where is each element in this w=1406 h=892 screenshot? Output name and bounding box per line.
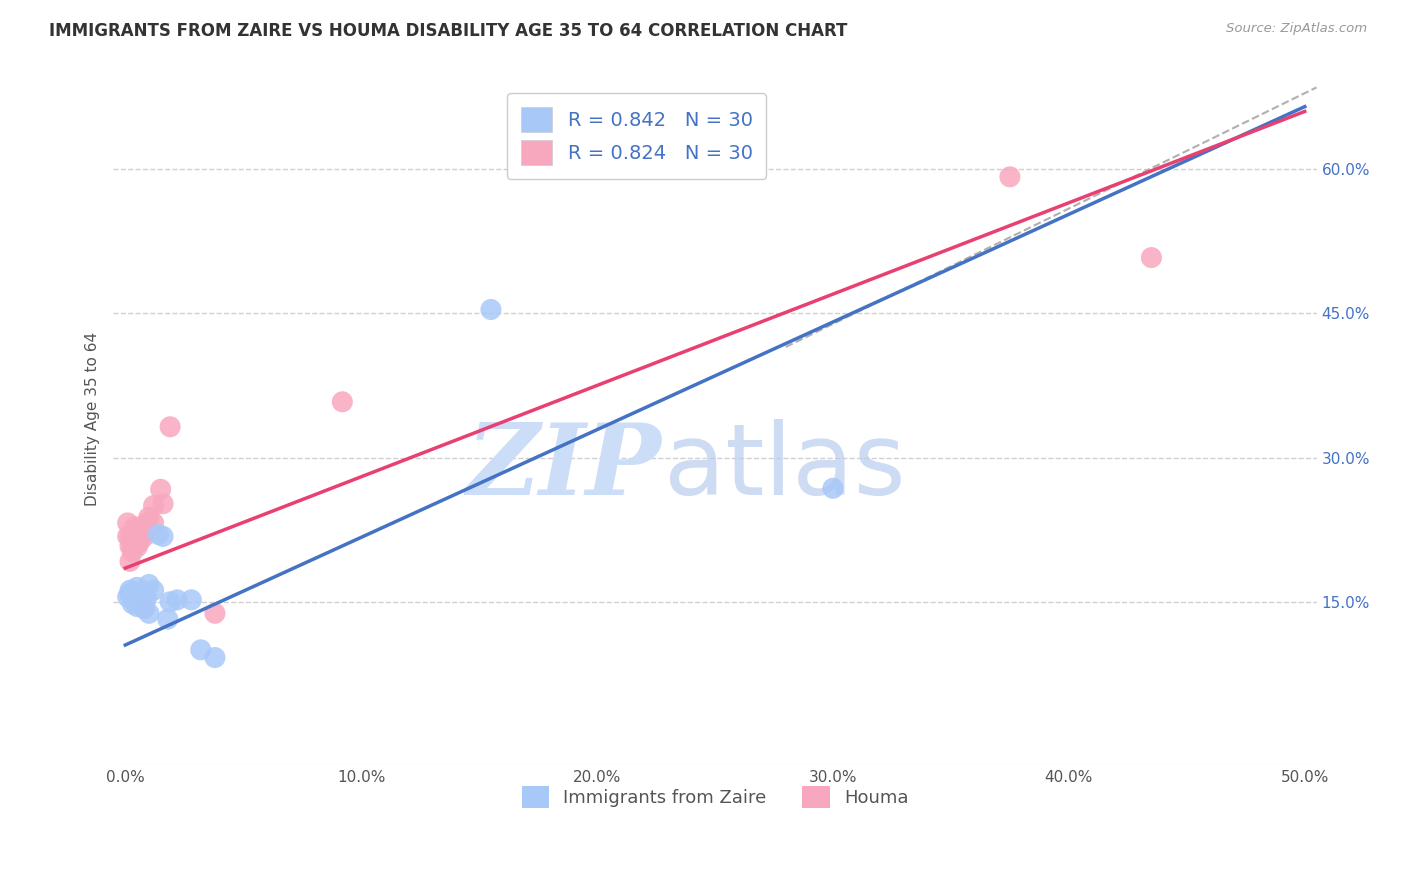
Text: IMMIGRANTS FROM ZAIRE VS HOUMA DISABILITY AGE 35 TO 64 CORRELATION CHART: IMMIGRANTS FROM ZAIRE VS HOUMA DISABILIT… — [49, 22, 848, 40]
Point — [156, 612, 179, 626]
Point — [125, 585, 148, 599]
Point — [118, 554, 141, 568]
Point — [148, 527, 170, 541]
Point — [124, 535, 146, 549]
Point — [128, 592, 150, 607]
Point — [124, 595, 146, 609]
Point — [118, 529, 141, 543]
Point — [128, 535, 150, 549]
Text: ZIP: ZIP — [465, 419, 661, 516]
Point — [152, 497, 174, 511]
Point — [134, 601, 156, 615]
Point — [121, 590, 143, 604]
Point — [159, 419, 181, 434]
Point — [135, 516, 157, 530]
Point — [142, 499, 165, 513]
Point — [131, 520, 153, 534]
Point — [479, 302, 502, 317]
Point — [121, 597, 143, 611]
Point — [131, 585, 153, 599]
Point — [998, 169, 1021, 184]
Point — [117, 529, 139, 543]
Point — [124, 590, 146, 604]
Point — [149, 483, 172, 497]
Point — [134, 525, 156, 540]
Point — [121, 535, 143, 549]
Point — [159, 595, 181, 609]
Text: Source: ZipAtlas.com: Source: ZipAtlas.com — [1226, 22, 1367, 36]
Point — [204, 650, 226, 665]
Point — [134, 588, 156, 602]
Point — [135, 591, 157, 606]
Point — [125, 529, 148, 543]
Point — [190, 643, 212, 657]
Point — [117, 516, 139, 530]
Text: atlas: atlas — [665, 419, 905, 516]
Point — [152, 529, 174, 543]
Point — [180, 592, 202, 607]
Point — [124, 520, 146, 534]
Point — [1140, 251, 1163, 265]
Point — [142, 583, 165, 598]
Point — [128, 588, 150, 602]
Y-axis label: Disability Age 35 to 64: Disability Age 35 to 64 — [86, 332, 100, 506]
Point — [124, 525, 146, 540]
Point — [118, 583, 141, 598]
Point — [117, 590, 139, 604]
Point — [134, 601, 156, 615]
Point — [142, 516, 165, 530]
Point — [125, 580, 148, 594]
Legend: Immigrants from Zaire, Houma: Immigrants from Zaire, Houma — [515, 779, 915, 815]
Point — [204, 607, 226, 621]
Point — [121, 545, 143, 559]
Point — [330, 394, 353, 409]
Point — [138, 510, 160, 524]
Point — [138, 577, 160, 591]
Point — [125, 599, 148, 614]
Point — [821, 481, 844, 495]
Point — [118, 539, 141, 553]
Point — [138, 607, 160, 621]
Point — [121, 585, 143, 599]
Point — [128, 525, 150, 540]
Point — [125, 540, 148, 554]
Point — [118, 587, 141, 601]
Point — [121, 540, 143, 554]
Point — [134, 529, 156, 543]
Point — [166, 592, 188, 607]
